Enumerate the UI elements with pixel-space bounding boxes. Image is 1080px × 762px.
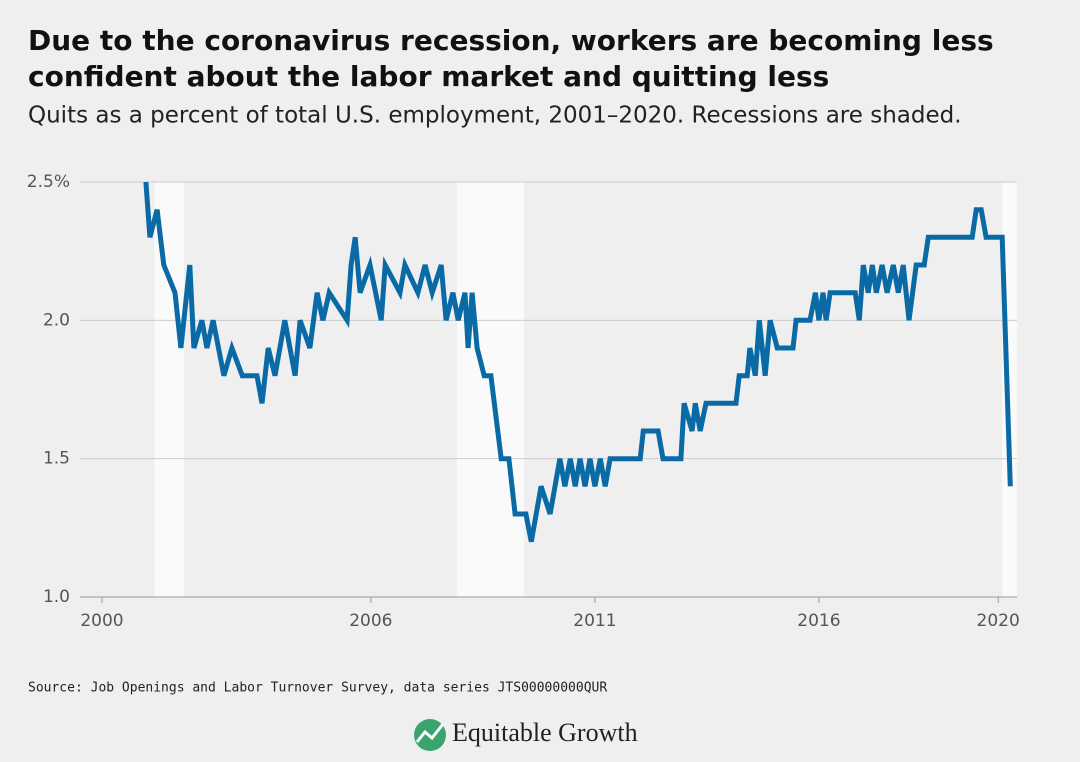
- y-tick-label: 2.0: [43, 310, 70, 330]
- source: Source: Job Openings and Labor Turnover …: [28, 681, 607, 696]
- title-line: confident about the labor market and qui…: [28, 60, 829, 93]
- x-tick-label: 2000: [80, 611, 123, 631]
- x-tick-label: 2016: [797, 611, 840, 631]
- logo-text: Equitable Growth: [452, 718, 638, 747]
- x-tick-label: 2006: [349, 611, 392, 631]
- title-line: Due to the coronavirus recession, worker…: [28, 24, 994, 57]
- logo-icon: [414, 719, 446, 751]
- y-tick-label: 1.5: [43, 449, 70, 469]
- recession-band: [154, 182, 185, 597]
- y-tick-label: 1.0: [43, 587, 70, 607]
- y-tick-label: 2.5%: [27, 172, 70, 192]
- data-line: [143, 181, 1013, 543]
- x-tick-label: 2011: [573, 611, 616, 631]
- x-tick-label: 2020: [977, 611, 1020, 631]
- subtitle: Quits as a percent of total U.S. employm…: [28, 103, 962, 129]
